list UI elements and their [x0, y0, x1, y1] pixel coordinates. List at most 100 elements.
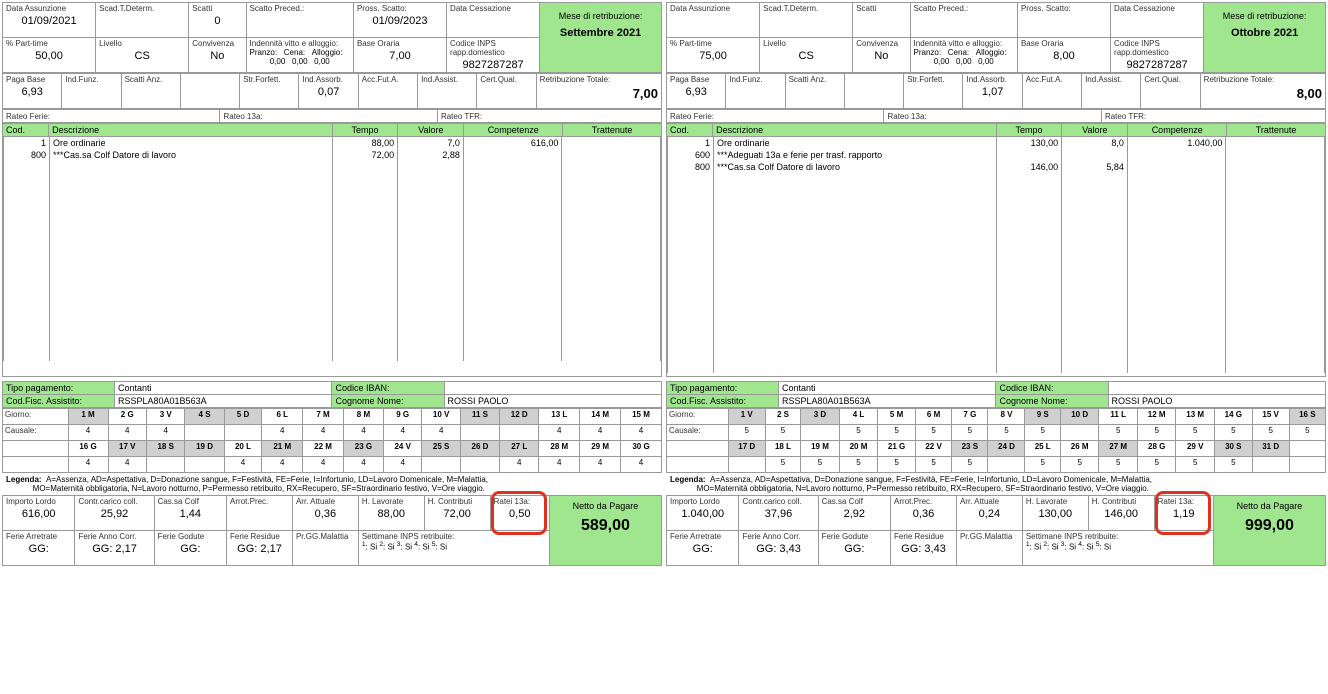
field-label: Ferie Anno Corr.	[742, 532, 814, 541]
cal-day: 14 G	[1214, 409, 1252, 425]
cal-day: 26 D	[460, 441, 499, 457]
field-label: Cas.sa Colf	[822, 497, 887, 506]
ratei-row: Rateo Ferie: Rateo 13a: Rateo TFR:	[2, 109, 662, 123]
field-value	[243, 84, 295, 107]
cal-val: 4	[539, 457, 580, 473]
cal-day: 4 L	[839, 409, 878, 425]
cal-val: 4	[224, 457, 262, 473]
calendar: Giorno:1 M2 G3 V4 S5 D6 L7 M8 M9 G10 V11…	[2, 408, 662, 473]
netto-box: Netto da Pagare 999,00	[1213, 496, 1325, 566]
cal-day: 15 V	[1252, 409, 1289, 425]
field-label: H. Lavorate	[1026, 497, 1085, 506]
cal-day: 12 D	[500, 409, 539, 425]
cal-day: 5 M	[878, 409, 916, 425]
cal-day: 25 S	[422, 441, 460, 457]
cal-val: 5	[765, 457, 800, 473]
field-label: Cert.Qual.	[480, 75, 532, 84]
cal-val: 5	[801, 457, 840, 473]
cal-day: 21 M	[262, 441, 303, 457]
field-value	[1021, 13, 1107, 36]
field-label: Scatti Anz.	[789, 75, 841, 84]
cal-val: 4	[303, 425, 344, 441]
field-value: 130,00	[1026, 506, 1085, 529]
field-value: 0,36	[296, 506, 355, 529]
cal-day: 3 D	[801, 409, 840, 425]
field-value: 0	[192, 13, 242, 36]
cal-val	[1252, 457, 1289, 473]
field-value	[789, 84, 841, 107]
field-value: GG: 2,17	[78, 541, 150, 564]
cal-day: 8 V	[988, 409, 1025, 425]
cal-day: 13 M	[1176, 409, 1215, 425]
lines-body: 1 Ore ordinarie 88,00 7,0 616,00 800 ***…	[2, 137, 662, 377]
cal-day: 28 G	[1137, 441, 1176, 457]
cal-val: 4	[500, 457, 539, 473]
cal-val: 4	[343, 425, 383, 441]
field-value	[362, 84, 414, 107]
field-label: Codice INPS rapp.domestico	[1114, 39, 1200, 57]
cal-day: 25 L	[1025, 441, 1060, 457]
field-label: Scatti Anz.	[125, 75, 177, 84]
cal-val: 5	[1137, 425, 1176, 441]
field-label: Arrot.Prec.	[230, 497, 289, 506]
cal-val: 4	[383, 457, 421, 473]
field-value: 01/09/2021	[6, 13, 92, 36]
cal-val: 5	[988, 425, 1025, 441]
field-value	[729, 84, 781, 107]
cal-day: 4 S	[185, 409, 224, 425]
cal-val	[460, 457, 499, 473]
cal-val	[1060, 425, 1099, 441]
cal-day: 15 M	[621, 409, 662, 425]
cal-day: 13 L	[539, 409, 580, 425]
field-value: 0,50	[494, 506, 546, 529]
field-label: Arr. Attuale	[296, 497, 355, 506]
netto-box: Netto da Pagare 589,00	[549, 496, 661, 566]
cal-val: 5	[1099, 425, 1138, 441]
pay-line: 1 Ore ordinarie 88,00 7,0 616,00	[4, 137, 661, 149]
field-label: Ratei 13a:	[1158, 497, 1210, 506]
field-label: Ind.Assorb.	[302, 75, 354, 84]
field-value: 0,24	[960, 506, 1019, 529]
cal-day: 20 M	[839, 441, 878, 457]
field-label: Ratei 13a:	[494, 497, 546, 506]
cal-day: 1 M	[68, 409, 108, 425]
field-value	[1085, 84, 1137, 107]
field-value: GG: 3,43	[894, 541, 953, 564]
cal-day: 9 S	[1025, 409, 1060, 425]
cal-day: 26 M	[1060, 441, 1099, 457]
cal-day: 23 G	[343, 441, 383, 457]
pay-line: 1 Ore ordinarie 130,00 8,0 1.040,00	[668, 137, 1325, 149]
cal-val: 5	[1214, 425, 1252, 441]
cal-val: 4	[68, 457, 108, 473]
field-label: Scatti	[192, 4, 242, 13]
cal-val: 5	[952, 425, 988, 441]
field-label: Base Oraria	[357, 39, 443, 48]
field-label: Livello	[763, 39, 849, 48]
cal-day: 1 V	[728, 409, 765, 425]
pay-line: 800 ***Cas.sa Colf Datore di lavoro 72,0…	[4, 149, 661, 161]
cal-day: 29 M	[580, 441, 621, 457]
cal-val	[801, 425, 840, 441]
field-label: Convivenza	[192, 39, 242, 48]
cal-day: 14 M	[580, 409, 621, 425]
cal-val: 5	[765, 425, 800, 441]
cal-day: 19 D	[185, 441, 224, 457]
field-value: 146,00	[1092, 506, 1151, 529]
cal-val	[146, 457, 184, 473]
cal-day: 6 L	[262, 409, 303, 425]
cal-day: 8 M	[343, 409, 383, 425]
field-value: GG:	[158, 541, 223, 564]
field-label: Ferie Residue	[230, 532, 289, 541]
cal-day: 9 G	[383, 409, 421, 425]
field-label: Ferie Residue	[894, 532, 953, 541]
cal-val: 4	[262, 425, 303, 441]
cal-day: 24 V	[383, 441, 421, 457]
field-label: Scatto Preced.:	[914, 4, 1014, 13]
cal-day: 12 M	[1137, 409, 1176, 425]
lines-body: 1 Ore ordinarie 130,00 8,0 1.040,00 600 …	[666, 137, 1326, 377]
header-row-1: Data Assunzione Scad.T.Determ. Scatti Sc…	[666, 2, 1326, 73]
field-value: No	[192, 48, 242, 71]
cal-day: 21 G	[878, 441, 916, 457]
field-label: Livello	[99, 39, 185, 48]
field-label: Arr. Attuale	[960, 497, 1019, 506]
